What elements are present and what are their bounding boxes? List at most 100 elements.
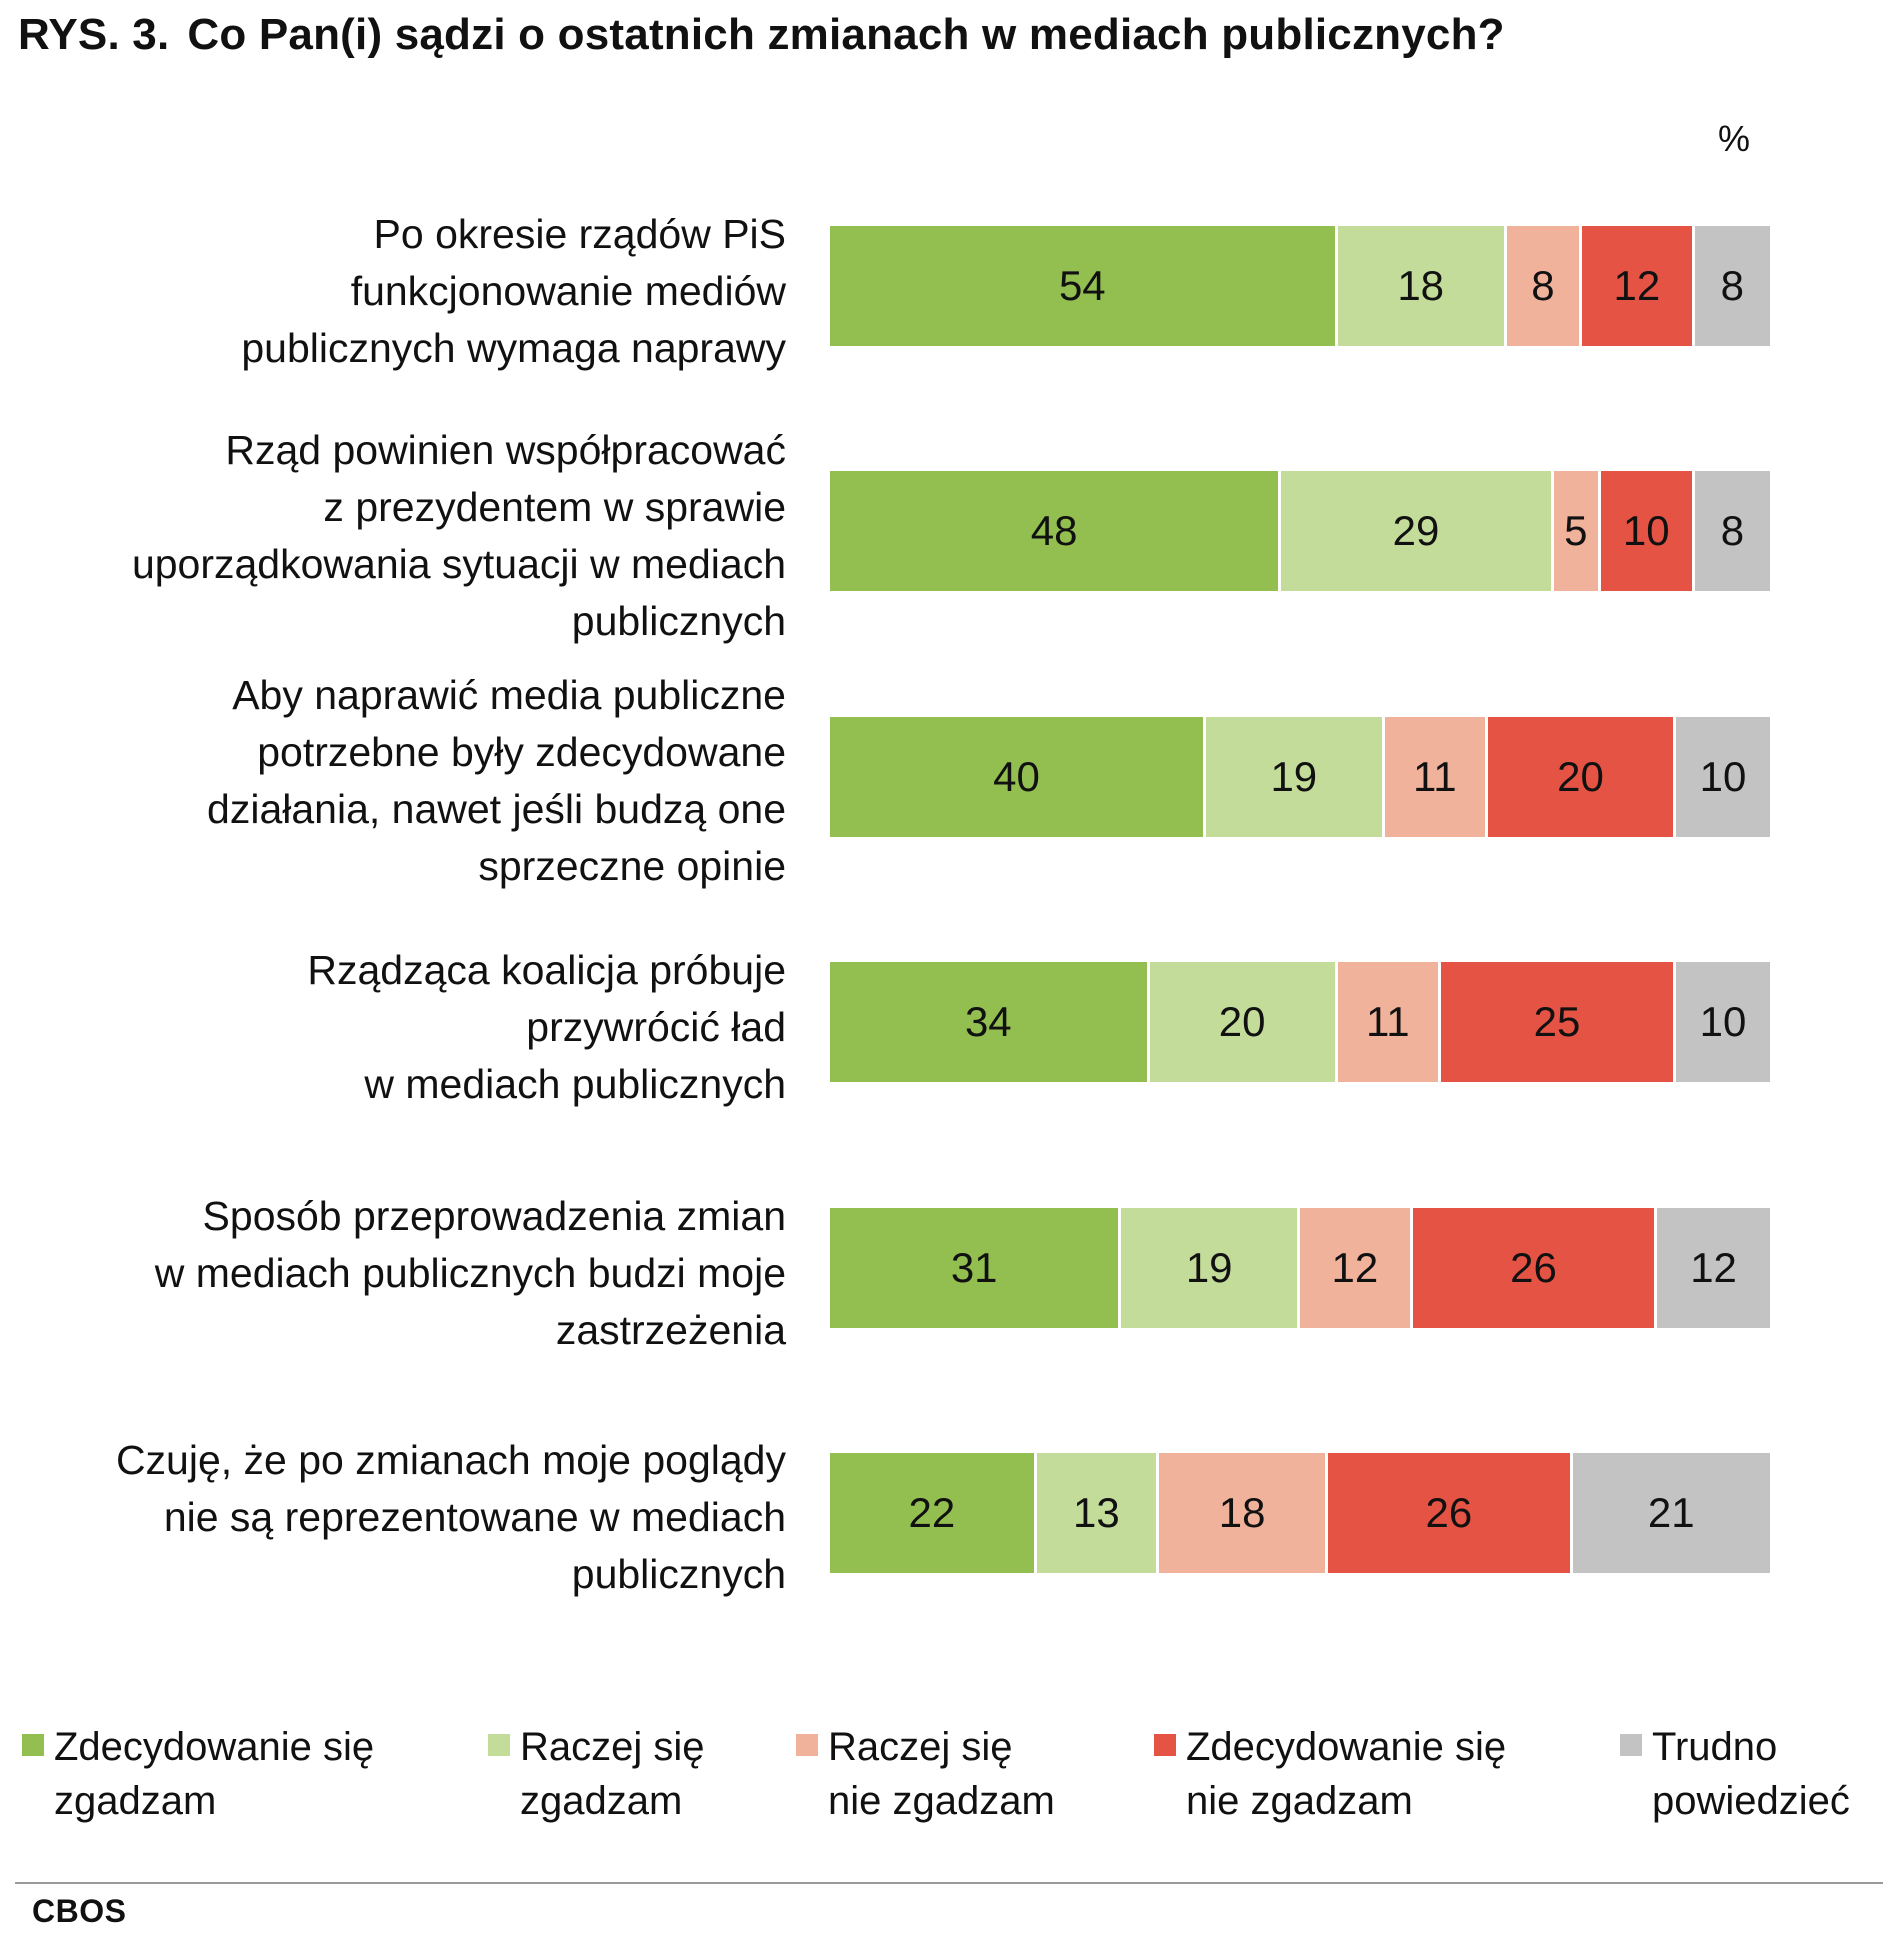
legend-label-line: Zdecydowanie się bbox=[54, 1725, 375, 1769]
data-label: 31 bbox=[950, 1244, 998, 1291]
stacked-bar: 54 18 8 12 8 bbox=[830, 226, 1770, 346]
legend-item: Trudno powiedzieć bbox=[1620, 1720, 1850, 1828]
data-label: 22 bbox=[908, 1489, 956, 1536]
category-label: Aby naprawić media publiczne potrzebne by… bbox=[16, 667, 786, 895]
category-label: Rządząca koalicja próbuje przywrócić ład w… bbox=[16, 942, 786, 1113]
source-label: CBOS bbox=[32, 1893, 127, 1929]
bar-segment: 31 bbox=[830, 1208, 1122, 1328]
category-label-line: potrzebne były zdecydowane bbox=[257, 729, 786, 775]
legend-label: Zdecydowanie się zgadzam bbox=[54, 1720, 374, 1828]
data-label: 10 bbox=[1699, 998, 1747, 1045]
legend-label-line: powiedzieć bbox=[1652, 1779, 1850, 1823]
legend-label-line: zgadzam bbox=[54, 1779, 217, 1823]
legend-swatch bbox=[1620, 1734, 1642, 1756]
category-label-line: w mediach publicznych budzi moje bbox=[154, 1250, 786, 1296]
category-label-line: w mediach publicznych bbox=[364, 1061, 786, 1107]
legend-item: Raczej się zgadzam bbox=[488, 1720, 705, 1828]
bar-segment: 19 bbox=[1206, 717, 1385, 837]
legend-item: Zdecydowanie się zgadzam bbox=[22, 1720, 374, 1828]
stacked-bar: 48 29 5 10 8 bbox=[830, 471, 1770, 591]
bar-segment: 8 bbox=[1694, 226, 1770, 346]
data-label: 26 bbox=[1425, 1489, 1473, 1536]
bar-segment: 8 bbox=[1506, 226, 1582, 346]
footer-divider bbox=[15, 1882, 1883, 1884]
category-label-line: zastrzeżenia bbox=[555, 1307, 786, 1353]
category-label: Sposób przeprowadzenia zmian w mediach pu… bbox=[16, 1188, 786, 1359]
bar-segment: 19 bbox=[1121, 1208, 1300, 1328]
chart-legend: Zdecydowanie się zgadzam Raczej się zgadzam… bbox=[0, 1720, 1890, 1840]
figure-number: RYS. 3. bbox=[18, 10, 170, 59]
category-label-line: Sposób przeprowadzenia zmian bbox=[202, 1193, 786, 1239]
category-label-line: sprzeczne opinie bbox=[478, 843, 786, 889]
bar-segment: 11 bbox=[1384, 717, 1488, 837]
legend-label: Zdecydowanie się nie zgadzam bbox=[1186, 1720, 1506, 1828]
bar-segment: 10 bbox=[1675, 962, 1770, 1082]
data-label: 5 bbox=[1564, 507, 1588, 554]
category-label-line: z prezydentem w sprawie bbox=[323, 484, 786, 530]
legend-item: Zdecydowanie się nie zgadzam bbox=[1154, 1720, 1506, 1828]
category-label-line: publicznych bbox=[571, 1551, 786, 1597]
category-label-line: Rządząca koalicja próbuje bbox=[307, 947, 786, 993]
data-label: 10 bbox=[1622, 507, 1670, 554]
legend-label-line: Raczej się bbox=[520, 1725, 705, 1769]
category-label: Rząd powinien współpracować z prezydentem… bbox=[16, 422, 786, 650]
data-label: 20 bbox=[1218, 998, 1266, 1045]
category-label-line: funkcjonowanie mediów bbox=[350, 268, 786, 314]
data-label: 29 bbox=[1392, 507, 1440, 554]
category-label-line: uporządkowania sytuacji w mediach bbox=[131, 541, 786, 587]
data-label: 34 bbox=[964, 998, 1012, 1045]
category-label-line: Rząd powinien współpracować bbox=[225, 427, 786, 473]
data-label: 19 bbox=[1185, 1244, 1233, 1291]
data-label: 19 bbox=[1270, 753, 1318, 800]
unit-label: % bbox=[1718, 118, 1751, 159]
category-label-line: nie są reprezentowane w mediach bbox=[163, 1494, 786, 1540]
legend-label-line: zgadzam bbox=[520, 1779, 683, 1823]
bar-segment: 18 bbox=[1337, 226, 1507, 346]
bar-segment: 26 bbox=[1328, 1453, 1573, 1573]
data-label: 8 bbox=[1531, 262, 1555, 309]
bar-segment: 8 bbox=[1694, 471, 1770, 591]
data-label: 8 bbox=[1720, 507, 1745, 554]
data-label: 10 bbox=[1699, 753, 1747, 800]
category-label: Czuję, że po zmianach moje poglądy nie są… bbox=[16, 1432, 786, 1603]
data-label: 48 bbox=[1030, 507, 1078, 554]
chart-title: RYS. 3. Co Pan(i) sądzi o ostatnich zmian… bbox=[18, 10, 1505, 60]
data-label: 18 bbox=[1397, 262, 1445, 309]
legend-swatch bbox=[1154, 1734, 1176, 1756]
bar-segment: 13 bbox=[1036, 1453, 1159, 1573]
bar-segment: 12 bbox=[1657, 1208, 1770, 1328]
stacked-bar: 31 19 12 26 12 bbox=[830, 1208, 1770, 1328]
legend-label: Trudno powiedzieć bbox=[1652, 1720, 1850, 1828]
legend-swatch bbox=[22, 1734, 44, 1756]
category-label-line: Czuję, że po zmianach moje poglądy bbox=[115, 1437, 786, 1483]
category-label-line: Aby naprawić media publiczne bbox=[232, 672, 786, 718]
data-label: 20 bbox=[1557, 753, 1604, 800]
bar-segment: 34 bbox=[830, 962, 1150, 1082]
bar-segment: 5 bbox=[1553, 471, 1601, 591]
data-label: 12 bbox=[1331, 1244, 1379, 1291]
stacked-bar: 40 19 11 20 10 bbox=[830, 717, 1770, 837]
legend-label-line: nie zgadzam bbox=[828, 1779, 1055, 1823]
bar-segment: 12 bbox=[1299, 1208, 1413, 1328]
data-label: 12 bbox=[1613, 262, 1661, 309]
legend-swatch bbox=[488, 1734, 510, 1756]
bar-segment: 29 bbox=[1281, 471, 1554, 591]
data-label: 40 bbox=[993, 753, 1040, 800]
bar-segment: 20 bbox=[1487, 717, 1676, 837]
category-label-line: przywrócić ład bbox=[526, 1004, 786, 1050]
bar-segment: 11 bbox=[1337, 962, 1441, 1082]
legend-label: Raczej się zgadzam bbox=[520, 1720, 705, 1828]
bar-segment: 54 bbox=[830, 226, 1338, 346]
data-label: 21 bbox=[1647, 1489, 1695, 1536]
data-label: 25 bbox=[1533, 998, 1581, 1045]
category-label-line: publicznych wymaga naprawy bbox=[241, 325, 786, 371]
category-label-line: publicznych bbox=[571, 598, 786, 644]
legend-label-line: nie zgadzam bbox=[1186, 1779, 1413, 1823]
category-label-line: Po okresie rządów PiS bbox=[373, 211, 786, 257]
bar-segment: 40 bbox=[830, 717, 1206, 837]
legend-label-line: Raczej się bbox=[828, 1725, 1013, 1769]
bar-segment: 10 bbox=[1675, 717, 1770, 837]
bar-segment: 25 bbox=[1440, 962, 1676, 1082]
data-label: 11 bbox=[1412, 753, 1457, 800]
legend-swatch bbox=[796, 1734, 818, 1756]
